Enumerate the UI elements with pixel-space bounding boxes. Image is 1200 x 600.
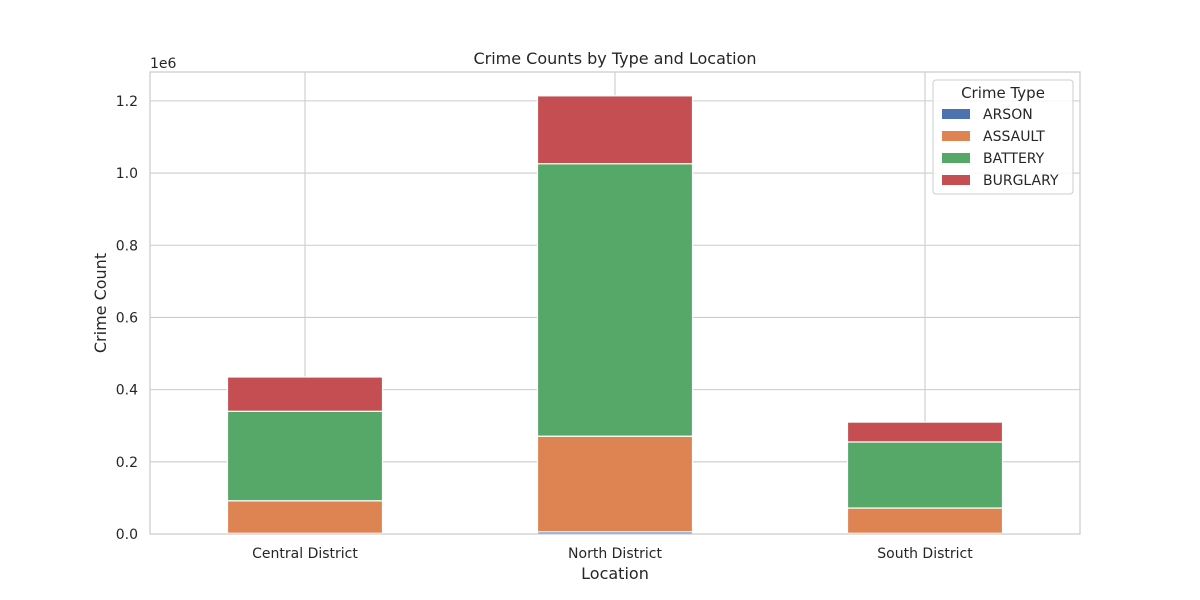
x-tick-labels: Central District North District South Dist… [252, 546, 973, 562]
y-tick-label: 0.0 [116, 527, 138, 543]
bars-layer [226, 95, 1004, 535]
legend-item: BURGLARY [942, 173, 1059, 189]
y-tick-label: 0.6 [116, 310, 138, 326]
bar-stack [846, 421, 1004, 535]
chart-title: Crime Counts by Type and Location [473, 49, 756, 68]
legend-box [932, 79, 1074, 195]
legend-item: ARSON [942, 107, 1033, 123]
bar-segment-burglary [226, 376, 384, 412]
x-tick-label: Central District [252, 546, 358, 562]
legend-label: ARSON [983, 107, 1033, 123]
bar-segment-assault [226, 500, 384, 534]
legend-item: BATTERY [942, 151, 1045, 167]
plot-frame [149, 71, 1081, 535]
y-tick-labels: 0.0 0.2 0.4 0.6 0.8 1.0 1.2 [116, 94, 138, 543]
y-axis-title: Crime Count [91, 253, 110, 353]
y-tick-label: 0.8 [116, 238, 138, 254]
x-tick-label: North District [568, 546, 662, 562]
legend-label: ASSAULT [983, 129, 1045, 145]
bar-stack [226, 376, 384, 535]
legend-items: ARSON ASSAULT BATTERY BURGLARY [942, 107, 1059, 189]
bar-segment-burglary [846, 421, 1004, 443]
y-tick-label: 1.2 [116, 94, 138, 110]
legend-swatch [942, 175, 970, 185]
bar-segment-burglary [536, 95, 694, 165]
bar-segment-battery [226, 410, 384, 502]
legend: Crime Type ARSON ASSAULT BATTERY BURGLARY [932, 79, 1074, 195]
legend-item: ASSAULT [942, 129, 1045, 145]
legend-label: BURGLARY [983, 173, 1059, 189]
legend-swatch [942, 131, 970, 141]
legend-title: Crime Type [961, 84, 1045, 102]
y-tick-label: 0.4 [116, 383, 138, 399]
x-tick-label: South District [877, 546, 973, 562]
bar-segment-assault [536, 435, 694, 533]
bar-stack [536, 95, 694, 535]
legend-swatch [942, 153, 970, 163]
legend-swatch [942, 109, 970, 119]
y-offset-label: 1e6 [150, 56, 177, 72]
x-axis-title: Location [581, 564, 649, 583]
legend-label: BATTERY [983, 151, 1045, 167]
y-tick-label: 1.0 [116, 166, 138, 182]
bar-segment-battery [846, 441, 1004, 509]
y-tick-label: 0.2 [116, 455, 138, 471]
bar-segment-assault [846, 507, 1004, 534]
bar-segment-battery [536, 163, 694, 437]
